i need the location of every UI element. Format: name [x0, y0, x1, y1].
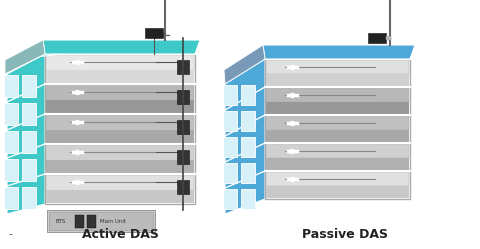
FancyBboxPatch shape: [266, 186, 409, 198]
FancyBboxPatch shape: [46, 160, 194, 173]
FancyBboxPatch shape: [177, 150, 189, 164]
FancyBboxPatch shape: [241, 189, 255, 209]
FancyBboxPatch shape: [22, 159, 36, 181]
Polygon shape: [263, 45, 415, 59]
FancyBboxPatch shape: [46, 190, 194, 203]
FancyBboxPatch shape: [241, 163, 255, 183]
FancyBboxPatch shape: [177, 90, 189, 104]
FancyBboxPatch shape: [46, 115, 194, 130]
Polygon shape: [225, 59, 265, 214]
FancyBboxPatch shape: [223, 111, 237, 131]
Text: Main Unit: Main Unit: [100, 219, 126, 224]
FancyBboxPatch shape: [177, 180, 189, 193]
FancyBboxPatch shape: [223, 85, 237, 105]
FancyBboxPatch shape: [4, 75, 18, 97]
Text: Passive DAS: Passive DAS: [302, 228, 388, 241]
FancyBboxPatch shape: [46, 70, 194, 83]
FancyBboxPatch shape: [241, 137, 255, 157]
FancyBboxPatch shape: [145, 28, 163, 38]
FancyBboxPatch shape: [4, 159, 18, 181]
FancyBboxPatch shape: [87, 215, 96, 228]
FancyBboxPatch shape: [223, 137, 237, 157]
FancyBboxPatch shape: [266, 144, 409, 158]
FancyBboxPatch shape: [368, 33, 386, 43]
FancyBboxPatch shape: [22, 75, 36, 97]
Text: Active DAS: Active DAS: [82, 228, 158, 241]
FancyBboxPatch shape: [4, 131, 18, 153]
FancyBboxPatch shape: [22, 103, 36, 125]
FancyBboxPatch shape: [177, 120, 189, 133]
FancyBboxPatch shape: [46, 145, 194, 161]
FancyBboxPatch shape: [223, 163, 237, 183]
FancyBboxPatch shape: [4, 187, 18, 209]
Text: BTS: BTS: [55, 219, 65, 224]
FancyBboxPatch shape: [266, 172, 409, 187]
FancyBboxPatch shape: [223, 189, 237, 209]
FancyBboxPatch shape: [46, 55, 194, 70]
FancyBboxPatch shape: [266, 102, 409, 114]
FancyBboxPatch shape: [47, 210, 155, 232]
Polygon shape: [7, 54, 45, 214]
FancyBboxPatch shape: [241, 111, 255, 131]
FancyBboxPatch shape: [265, 59, 410, 199]
FancyBboxPatch shape: [266, 74, 409, 86]
FancyBboxPatch shape: [75, 215, 84, 228]
Polygon shape: [43, 40, 200, 54]
Polygon shape: [224, 45, 265, 84]
FancyBboxPatch shape: [266, 60, 409, 74]
Polygon shape: [5, 40, 200, 74]
FancyBboxPatch shape: [241, 85, 255, 105]
FancyBboxPatch shape: [4, 103, 18, 125]
FancyBboxPatch shape: [386, 36, 391, 40]
FancyBboxPatch shape: [45, 54, 195, 204]
FancyBboxPatch shape: [49, 212, 153, 230]
FancyBboxPatch shape: [177, 60, 189, 73]
FancyBboxPatch shape: [22, 187, 36, 209]
FancyBboxPatch shape: [46, 175, 194, 190]
Polygon shape: [5, 40, 45, 74]
FancyBboxPatch shape: [266, 158, 409, 170]
FancyBboxPatch shape: [46, 85, 194, 101]
FancyBboxPatch shape: [46, 100, 194, 113]
FancyBboxPatch shape: [22, 131, 36, 153]
Text: -: -: [8, 229, 12, 239]
FancyBboxPatch shape: [266, 88, 409, 102]
FancyBboxPatch shape: [266, 130, 409, 142]
FancyBboxPatch shape: [266, 116, 409, 130]
FancyBboxPatch shape: [46, 130, 194, 143]
